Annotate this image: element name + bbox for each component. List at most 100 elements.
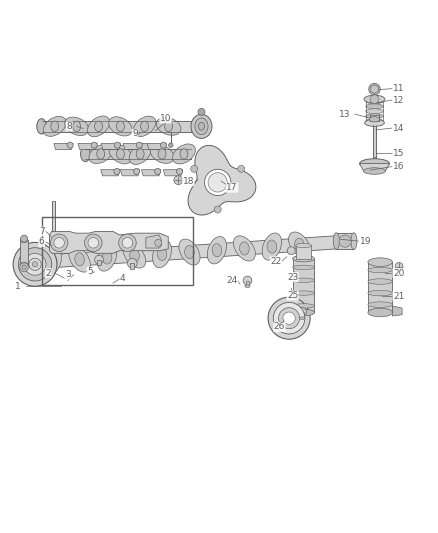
Circle shape <box>91 142 97 148</box>
Circle shape <box>67 142 73 148</box>
Ellipse shape <box>293 309 314 316</box>
Text: 18: 18 <box>183 176 194 185</box>
Text: 17: 17 <box>226 183 238 192</box>
Circle shape <box>32 262 38 267</box>
Circle shape <box>268 297 310 339</box>
Circle shape <box>114 168 120 174</box>
Text: 6: 6 <box>39 238 45 246</box>
Ellipse shape <box>240 242 249 255</box>
Ellipse shape <box>198 123 205 130</box>
Ellipse shape <box>179 239 200 265</box>
Ellipse shape <box>43 247 61 275</box>
Ellipse shape <box>293 304 314 308</box>
Ellipse shape <box>366 114 383 118</box>
Polygon shape <box>360 164 389 171</box>
Ellipse shape <box>368 258 392 266</box>
Circle shape <box>214 206 221 213</box>
Text: 26: 26 <box>274 322 285 332</box>
Text: 19: 19 <box>360 237 371 246</box>
Ellipse shape <box>368 302 392 308</box>
Bar <box>373 125 376 157</box>
Text: 9: 9 <box>132 130 138 138</box>
Ellipse shape <box>366 99 383 104</box>
Polygon shape <box>20 240 28 264</box>
Circle shape <box>155 168 161 174</box>
Ellipse shape <box>368 267 392 273</box>
Ellipse shape <box>364 95 385 103</box>
Ellipse shape <box>130 249 139 262</box>
Circle shape <box>136 142 142 148</box>
Circle shape <box>88 238 99 248</box>
Circle shape <box>198 108 205 115</box>
Circle shape <box>287 247 295 255</box>
Ellipse shape <box>158 149 166 159</box>
Text: 25: 25 <box>287 291 298 300</box>
Polygon shape <box>392 306 402 316</box>
Ellipse shape <box>364 168 385 174</box>
Ellipse shape <box>109 117 132 136</box>
Polygon shape <box>49 231 168 253</box>
Ellipse shape <box>37 119 46 134</box>
Polygon shape <box>368 262 392 312</box>
Bar <box>373 157 376 161</box>
Circle shape <box>119 234 136 252</box>
Ellipse shape <box>368 308 392 317</box>
Bar <box>52 201 55 241</box>
Ellipse shape <box>366 109 383 114</box>
Ellipse shape <box>129 143 151 165</box>
Circle shape <box>238 165 245 172</box>
Ellipse shape <box>81 146 90 161</box>
Circle shape <box>134 168 140 174</box>
Ellipse shape <box>141 121 148 132</box>
Circle shape <box>191 165 198 172</box>
Circle shape <box>20 263 28 271</box>
Polygon shape <box>146 235 161 248</box>
Circle shape <box>205 169 231 196</box>
Bar <box>296 246 311 259</box>
Text: 5: 5 <box>87 267 93 276</box>
Circle shape <box>283 312 295 324</box>
Text: 14: 14 <box>393 124 404 133</box>
Ellipse shape <box>156 117 181 135</box>
Bar <box>300 312 304 318</box>
Ellipse shape <box>360 159 389 168</box>
Circle shape <box>169 143 173 147</box>
Ellipse shape <box>289 232 310 257</box>
Polygon shape <box>371 85 378 93</box>
Text: 3: 3 <box>65 270 71 279</box>
Polygon shape <box>293 259 314 312</box>
Ellipse shape <box>207 237 226 264</box>
Polygon shape <box>163 169 183 176</box>
Circle shape <box>339 235 351 247</box>
Ellipse shape <box>369 117 380 122</box>
Ellipse shape <box>136 149 144 159</box>
Circle shape <box>273 302 305 334</box>
Polygon shape <box>336 233 354 249</box>
Text: 24: 24 <box>226 276 238 285</box>
Ellipse shape <box>368 279 392 284</box>
Polygon shape <box>54 143 73 150</box>
Ellipse shape <box>296 243 311 248</box>
Ellipse shape <box>51 121 59 132</box>
Circle shape <box>370 95 379 103</box>
Ellipse shape <box>366 119 383 124</box>
Ellipse shape <box>212 244 222 257</box>
Circle shape <box>54 238 64 248</box>
Text: 12: 12 <box>393 95 404 104</box>
Text: 15: 15 <box>393 149 404 158</box>
Ellipse shape <box>43 116 66 136</box>
Ellipse shape <box>88 116 110 136</box>
Text: 22: 22 <box>270 257 282 266</box>
Circle shape <box>243 276 252 285</box>
Circle shape <box>122 238 133 248</box>
Polygon shape <box>85 149 191 159</box>
Circle shape <box>24 253 46 275</box>
Ellipse shape <box>152 240 171 268</box>
Polygon shape <box>37 236 336 269</box>
Ellipse shape <box>245 285 250 287</box>
Ellipse shape <box>109 144 132 164</box>
Ellipse shape <box>267 240 277 253</box>
Text: 2: 2 <box>46 269 51 278</box>
Ellipse shape <box>97 149 105 159</box>
Polygon shape <box>141 169 161 176</box>
